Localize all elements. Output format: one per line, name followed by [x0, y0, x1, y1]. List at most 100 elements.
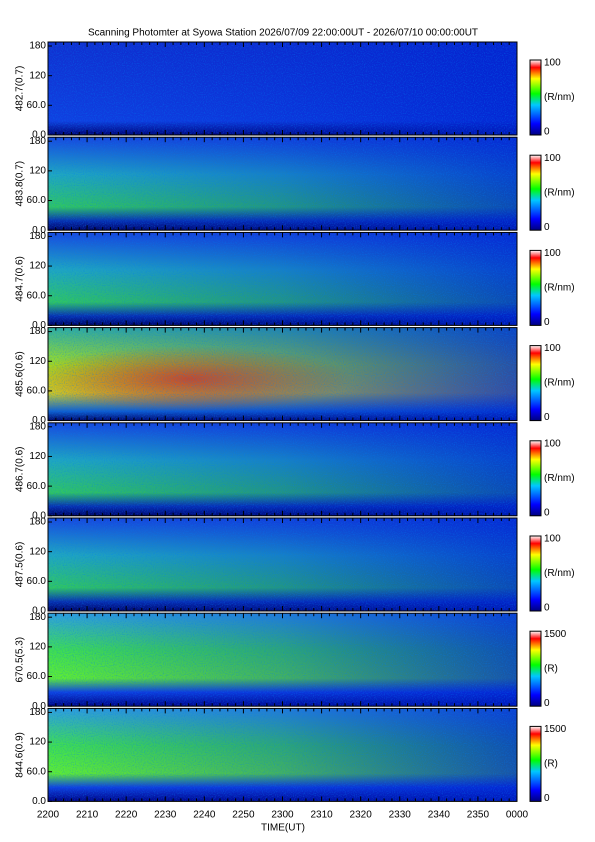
colorbar-max: 100	[544, 248, 561, 259]
colorbar	[529, 345, 542, 422]
colorbar-min: 0	[544, 507, 550, 518]
colorbar-unit: (R/nm)	[544, 283, 575, 294]
image-noise	[48, 613, 517, 707]
image-noise	[48, 708, 517, 802]
panel: 0.0 60.0 120 180 844.6(0.9) 1500 (R) 0	[15, 707, 567, 807]
panel: 0.0 60.0 120 180 485.6(0.6) 100 (R/nm) 0	[15, 326, 575, 426]
x-tick-label: 2210	[76, 810, 99, 821]
y-tick-label: 120	[29, 642, 46, 653]
x-axis-label: TIME(UT)	[261, 823, 305, 834]
colorbar-max: 1500	[544, 724, 567, 735]
colorbar-min: 0	[544, 127, 550, 138]
x-tick-label: 2340	[428, 810, 451, 821]
panel-label: 484.7(0.6)	[15, 256, 26, 302]
colorbar-unit: (R/nm)	[544, 378, 575, 389]
image-noise	[48, 42, 517, 135]
colorbar	[529, 440, 542, 517]
colorbar-unit: (R/nm)	[544, 187, 575, 198]
colorbar	[529, 59, 542, 136]
y-tick-label: 180	[29, 41, 46, 52]
y-tick-label: 120	[29, 166, 46, 177]
y-tick-label: 180	[29, 707, 46, 718]
y-tick-label: 60.0	[27, 576, 47, 587]
image-noise	[48, 327, 517, 421]
panel-label: 844.6(0.9)	[15, 732, 26, 778]
x-tick-label: 2230	[154, 810, 177, 821]
y-tick-label: 60.0	[27, 290, 47, 301]
y-tick-label: 0.0	[32, 130, 46, 141]
colorbar-max: 1500	[544, 629, 567, 640]
panel-label: 485.6(0.6)	[15, 351, 26, 397]
colorbar	[529, 725, 542, 802]
panel: 0.0 60.0 120 180 482.7(0.7) 100 (R/nm) 0	[15, 41, 575, 141]
y-tick-label: 0.0	[32, 701, 46, 712]
colorbar-unit: (R)	[544, 759, 558, 770]
y-tick-label: 180	[29, 136, 46, 147]
y-tick-label: 180	[29, 326, 46, 337]
panel-label: 670.5(5.3)	[15, 637, 26, 683]
panel-label: 487.5(0.6)	[15, 542, 26, 588]
colorbar	[529, 154, 542, 231]
x-tick-label: 2300	[271, 810, 294, 821]
x-tick-label: 2200	[37, 810, 60, 821]
y-tick-label: 120	[29, 261, 46, 272]
colorbar-min: 0	[544, 793, 550, 804]
panel: 0.0 60.0 120 180 487.5(0.6) 100 (R/nm) 0	[15, 517, 575, 617]
colorbar	[529, 249, 542, 326]
y-tick-label: 60.0	[27, 100, 47, 111]
y-tick-label: 120	[29, 737, 46, 748]
colorbar-min: 0	[544, 317, 550, 328]
colorbar-max: 100	[544, 343, 561, 354]
image-noise	[48, 232, 517, 326]
y-tick-label: 60.0	[27, 671, 47, 682]
colorbar-max: 100	[544, 534, 561, 545]
panel: 0.0 60.0 120 180 483.8(0.7) 100 (R/nm) 0	[15, 136, 575, 236]
panel: 0.0 60.0 120 180 486.7(0.6) 100 (R/nm) 0	[15, 421, 575, 521]
image-noise	[48, 422, 517, 516]
y-tick-label: 60.0	[27, 766, 47, 777]
colorbar-min: 0	[544, 222, 550, 233]
x-tick-label: 0000	[506, 810, 529, 821]
y-tick-label: 120	[29, 70, 46, 81]
colorbar-min: 0	[544, 603, 550, 614]
x-tick-label: 2320	[350, 810, 373, 821]
y-tick-label: 0.0	[32, 606, 46, 617]
y-tick-label: 120	[29, 451, 46, 462]
title: Scanning Photomter at Syowa Station 2026…	[88, 28, 478, 39]
y-tick-label: 0.0	[32, 796, 46, 807]
colorbar-unit: (R/nm)	[544, 568, 575, 579]
y-tick-label: 180	[29, 231, 46, 242]
colorbar-max: 100	[544, 153, 561, 164]
y-tick-label: 180	[29, 517, 46, 528]
x-tick-label: 2310	[310, 810, 333, 821]
colorbar-min: 0	[544, 412, 550, 423]
colorbar	[529, 535, 542, 612]
panel-label: 482.7(0.7)	[15, 66, 26, 112]
y-tick-label: 0.0	[32, 320, 46, 331]
panel: 0.0 60.0 120 180 670.5(5.3) 1500 (R) 0	[15, 612, 567, 712]
colorbar-min: 0	[544, 698, 550, 709]
x-tick-label: 2330	[389, 810, 412, 821]
panel-label: 483.8(0.7)	[15, 161, 26, 207]
colorbar	[529, 630, 542, 707]
y-tick-label: 60.0	[27, 195, 47, 206]
image-noise	[48, 518, 517, 611]
x-tick-label: 2350	[467, 810, 490, 821]
y-tick-label: 120	[29, 356, 46, 367]
x-tick-label: 2250	[232, 810, 255, 821]
y-tick-label: 180	[29, 421, 46, 432]
y-tick-label: 180	[29, 612, 46, 623]
y-tick-label: 0.0	[32, 415, 46, 426]
y-tick-label: 0.0	[32, 225, 46, 236]
image-noise	[48, 137, 517, 231]
colorbar-unit: (R)	[544, 663, 558, 674]
panel: 0.0 60.0 120 180 484.7(0.6) 100 (R/nm) 0	[15, 231, 575, 331]
y-tick-label: 60.0	[27, 386, 47, 397]
x-tick-label: 2220	[115, 810, 138, 821]
colorbar-max: 100	[544, 58, 561, 69]
colorbar-unit: (R/nm)	[544, 473, 575, 484]
panel-label: 486.7(0.6)	[15, 447, 26, 493]
y-tick-label: 120	[29, 546, 46, 557]
x-tick-label: 2240	[193, 810, 216, 821]
